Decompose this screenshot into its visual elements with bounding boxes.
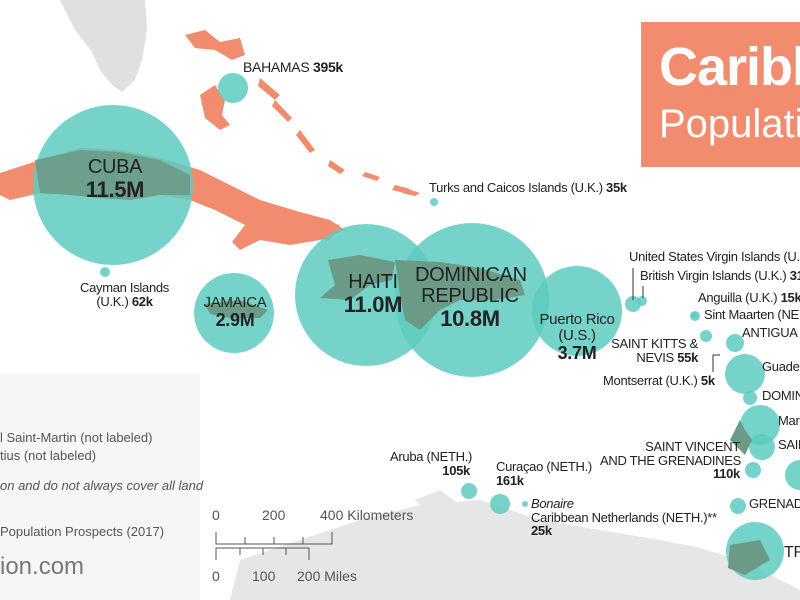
label-antigua: ANTIGUA & [742, 325, 800, 340]
guadeloupe-circle [725, 354, 765, 394]
barbados-circle [785, 460, 800, 490]
turks-caicos-circle [430, 198, 438, 206]
curacao-circle [490, 494, 510, 514]
antigua-circle [726, 334, 744, 352]
label-usvi: United States Virgin Islands (U.S [629, 249, 800, 264]
scale-mi-0: 0 [212, 568, 220, 584]
grenada-circle [730, 498, 746, 514]
label-bvi: British Virgin Islands (U.K.) 31 [640, 268, 800, 283]
label-guadeloupe: Guade [762, 359, 800, 374]
label-grenada: GRENADA [749, 496, 800, 511]
label-trinidad: TR [784, 544, 800, 561]
south-america-landmass [230, 500, 800, 600]
label-anguilla: Anguilla (U.K.) 15k [698, 290, 800, 305]
label-jamaica: JAMAICA 2.9M [203, 294, 267, 330]
usvi-circle [625, 296, 641, 312]
label-dominican-republic: DOMINICAN REPUBLIC 10.8M [415, 264, 527, 331]
scale-km-400: 400 Kilometers [320, 507, 414, 523]
scale-mi-200: 200 Miles [297, 568, 357, 584]
leader-lines [632, 268, 720, 372]
aruba-circle [461, 483, 477, 499]
scale-km-0: 0 [212, 507, 220, 523]
label-cayman: Cayman Islands (U.K.) 62k [80, 280, 170, 309]
dominica-circle [743, 391, 757, 405]
bahamas-circle [218, 73, 248, 103]
bonaire-circle [522, 501, 528, 507]
label-haiti: HAITI 11.0M [343, 271, 403, 317]
label-sint-maarten: Sint Maarten (NE [704, 307, 799, 322]
hispaniola-west-tip [300, 215, 340, 240]
saint-lucia-circle [749, 434, 775, 460]
cayman-circle [100, 267, 110, 277]
sint-maarten-circle [690, 311, 700, 321]
bahamas-islands [185, 30, 420, 196]
puerto-rico-circle [532, 266, 622, 356]
legend-panel [0, 373, 200, 600]
label-bonaire: Bonaire Caribbean Netherlands (NETH.)** 25… [531, 496, 717, 539]
legend-note-saint-martin: l Saint-Martin (not labeled) [0, 430, 153, 445]
island-shapes [35, 150, 770, 575]
florida-landmass [60, 0, 147, 92]
venezuela-peninsula [415, 490, 460, 520]
bvi-circle [637, 296, 647, 306]
label-saint-kitts: SAINT KITTS & NEVIS 55k [611, 336, 698, 365]
scale-mi-100: 100 [252, 568, 276, 584]
label-martinique: Mar [778, 413, 800, 428]
label-turks-caicos: Turks and Caicos Islands (U.K.) 35k [429, 180, 627, 195]
legend-note-circles: on and do not always cover all land [0, 478, 204, 493]
legend-source: Population Prospects (2017) [0, 524, 165, 539]
label-aruba: Aruba (NETH.) 105k [390, 449, 473, 478]
legend-note-eustatius: tius (not labeled) [0, 448, 97, 463]
title-main: Caribb [659, 37, 800, 97]
label-montserrat: Montserrat (U.K.) 5k [603, 373, 715, 388]
scale-bar [215, 532, 333, 560]
label-saint-lucia: SAIN [778, 437, 800, 452]
title-box: Caribb Populatio [641, 22, 800, 167]
scale-km-200: 200 [262, 507, 286, 523]
label-saint-vincent: SAINT VINCENT AND THE GRENADINES 110k [600, 439, 741, 482]
site-url: ion.com [0, 553, 85, 580]
saint-vincent-circle [745, 462, 761, 478]
label-dominica: DOMIN [762, 388, 800, 403]
label-cuba: CUBA 11.5M [85, 156, 145, 202]
label-curacao: Curaçao (NETH.) 161k [496, 459, 592, 488]
label-puerto-rico: Puerto Rico (U.S.) 3.7M [539, 311, 615, 363]
martinique-circle [740, 405, 780, 445]
label-bahamas: BAHAMAS 395k [243, 59, 343, 75]
saint-kitts-circle [700, 330, 712, 342]
title-subtitle: Populatio [659, 102, 800, 146]
